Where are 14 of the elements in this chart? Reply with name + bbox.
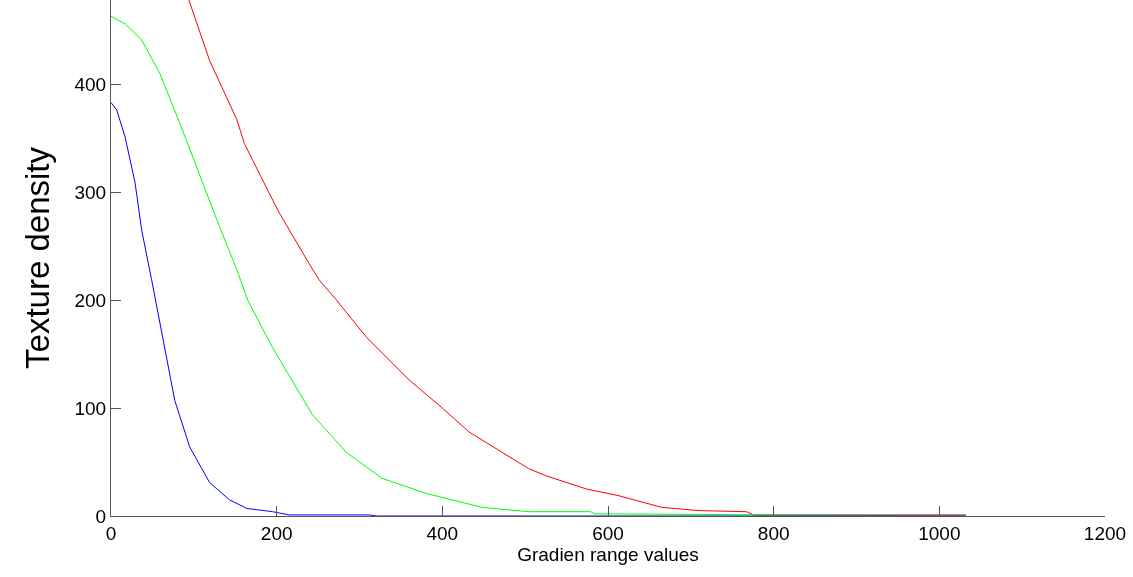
y-tick-label: 200 [74,289,107,311]
x-axis-title: Gradien range values [517,543,699,565]
x-tick-label: 1200 [1083,522,1127,544]
y-tick-label: 0 [95,505,107,527]
x-tick-label: 1000 [918,522,961,544]
line-series [111,102,967,516]
x-tick-label: 600 [592,522,624,544]
y-tick-label: 300 [74,181,107,203]
y-axis-title: Texture density [19,146,57,369]
y-tick-label: 400 [74,73,107,95]
x-tick-label: 200 [260,522,293,544]
y-tick-label: 100 [74,397,107,419]
x-tick-label: 400 [426,522,459,544]
x-tick-label: 800 [757,522,790,544]
